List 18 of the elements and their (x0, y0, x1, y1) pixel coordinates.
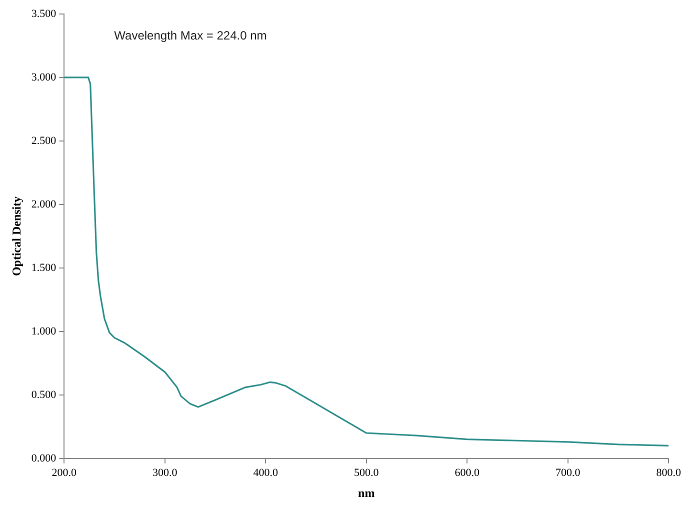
y-tick-label: 1.500 (31, 262, 57, 274)
x-tick-label: 600.0 (454, 466, 480, 479)
x-tick-label: 700.0 (556, 466, 581, 479)
y-tick-label: 0.500 (31, 388, 57, 401)
y-tick-label: 2.000 (31, 198, 57, 210)
y-tick-label: 0.000 (31, 452, 57, 464)
y-tick-label: 1.000 (31, 325, 57, 338)
y-tick-label: 3.000 (31, 71, 57, 84)
x-axis-title: nm (358, 486, 375, 500)
x-tick-label: 800.0 (656, 466, 682, 479)
y-tick-label: 2.500 (31, 134, 57, 147)
y-tick-label: 3.500 (31, 8, 57, 20)
x-tick-label: 300.0 (152, 466, 178, 479)
x-tick-label: 400.0 (253, 466, 279, 479)
y-axis-title: Optical Density (9, 196, 24, 276)
x-tick-label: 200.0 (52, 466, 78, 479)
x-tick-label: 500.0 (354, 466, 380, 479)
annotation: Wavelength Max = 224.0 nm (114, 28, 267, 42)
